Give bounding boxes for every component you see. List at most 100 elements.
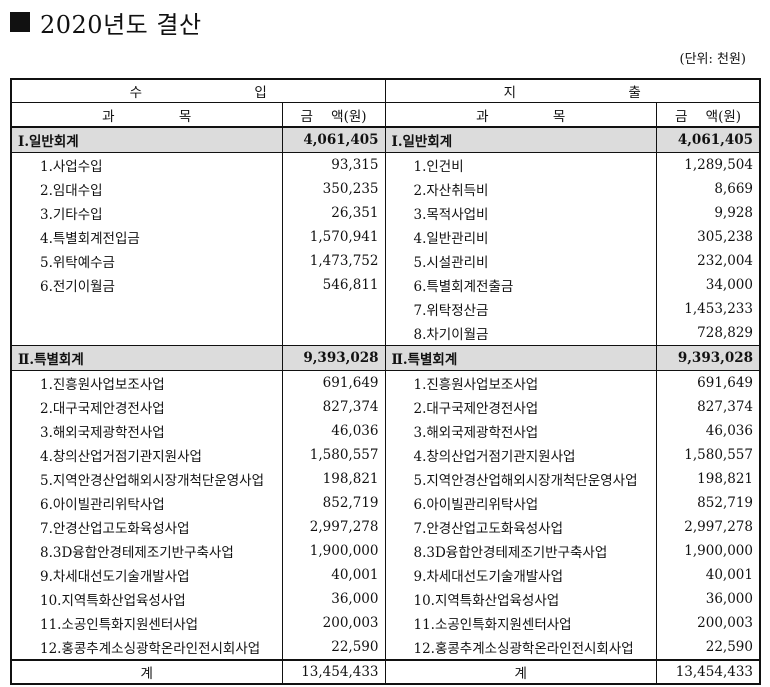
expense-item-name: 8.차기이월금	[386, 321, 657, 345]
expense-item-amount: 232,004	[697, 253, 753, 269]
income-item-name: 6.아이빌관리위탁사업	[12, 491, 283, 515]
income-subject-header: 과 목	[12, 103, 283, 126]
table-row: 2.대구국제안경전사업 827,374 2.대구국제안경전사업 827,374	[12, 395, 759, 419]
table-row: 3.해외국제광학전사업 46,036 3.해외국제광학전사업 46,036	[12, 419, 759, 443]
income-item-name: 6.전기이월금	[12, 273, 283, 297]
page-title-text: 2020년도 결산	[40, 10, 202, 39]
income-item-name: 3.기타수입	[12, 201, 283, 225]
expense-item-amount: 691,649	[697, 375, 753, 391]
expense-item-name: 9.차세대선도기술개발사업	[386, 563, 657, 587]
expense-item-name: 5.시설관리비	[386, 249, 657, 273]
table-row: 1.사업수입 93,315 1.인건비 1,289,504	[12, 153, 759, 177]
table-header-row: 수 입 지 출	[12, 80, 759, 103]
table-row: 4.창의산업거점기관지원사업 1,580,557 4.창의산업거점기관지원사업 1,5…	[12, 443, 759, 467]
unit-label: (단위: 천원)	[679, 52, 747, 67]
income-item-amount: 1,900,000	[309, 543, 379, 559]
expense-item-name: 5.지역안경산업해외시장개척단운영사업	[386, 467, 657, 491]
income-amount-header: 금 액(원)	[300, 108, 367, 125]
table-row: 2.임대수입 350,235 2.자산취득비 8,669	[12, 177, 759, 201]
expense-section-label: Ⅰ.일반회계	[386, 128, 657, 152]
income-item-amount: 36,000	[331, 591, 379, 607]
income-item-amount: 546,811	[322, 277, 379, 293]
table-row: 6.전기이월금 546,811 6.특별회계전출금 34,000	[12, 273, 759, 297]
income-item-amount: 40,001	[331, 567, 379, 583]
income-item-name: 1.진흥원사업보조사업	[12, 371, 283, 395]
table-row: 5.위탁예수금 1,473,752 5.시설관리비 232,004	[12, 249, 759, 273]
table-row: 4.특별회계전입금 1,570,941 4.일반관리비 305,238	[12, 225, 759, 249]
expense-section-label: Ⅱ.특별회계	[386, 346, 657, 370]
expense-item-name: 3.해외국제광학전사업	[386, 419, 657, 443]
expense-grand-total: 13,454,433	[675, 664, 753, 680]
expense-item-name: 10.지역특화산업육성사업	[386, 587, 657, 611]
income-item-amount: 691,649	[322, 375, 379, 391]
expense-item-amount: 198,821	[697, 471, 753, 487]
income-item-amount: 852,719	[322, 495, 379, 511]
expense-item-name: 6.아이빌관리위탁사업	[386, 491, 657, 515]
expense-item-amount: 8,669	[714, 181, 753, 197]
expense-item-name: 4.일반관리비	[386, 225, 657, 249]
table-row: 7.위탁정산금 1,453,233	[12, 297, 759, 321]
income-header: 수 입	[12, 80, 386, 102]
income-item-name: 4.창의산업거점기관지원사업	[12, 443, 283, 467]
income-item-name: 11.소공인특화지원센터사업	[12, 611, 283, 635]
expense-total-label: 계	[386, 661, 657, 683]
income-item-name: 5.지역안경산업해외시장개척단운영사업	[12, 467, 283, 491]
expense-section-total: 4,061,405	[677, 132, 753, 148]
income-section-label: Ⅱ.특별회계	[12, 346, 283, 370]
expense-item-name: 7.안경산업고도화육성사업	[386, 515, 657, 539]
income-grand-total: 13,454,433	[301, 664, 379, 680]
income-item-name: 1.사업수입	[12, 153, 283, 177]
expense-item-name: 6.특별회계전출금	[386, 273, 657, 297]
income-item-amount: 1,473,752	[309, 253, 379, 269]
table-row: 5.지역안경산업해외시장개척단운영사업 198,821 5.지역안경산업해외시장개척…	[12, 467, 759, 491]
table-row: 6.아이빌관리위탁사업 852,719 6.아이빌관리위탁사업 852,719	[12, 491, 759, 515]
income-item-amount: 198,821	[322, 471, 379, 487]
table-row: 7.안경산업고도화육성사업 2,997,278 7.안경산업고도화육성사업 2,997…	[12, 515, 759, 539]
expense-item-amount: 22,590	[705, 639, 753, 655]
table-row: 8.차기이월금 728,829	[12, 321, 759, 345]
table-subheader-row: 과 목 금 액(원) 과 목 금 액(원)	[12, 103, 759, 128]
table-row: 10.지역특화산업육성사업 36,000 10.지역특화산업육성사업 36,000	[12, 587, 759, 611]
expense-item-amount: 34,000	[705, 277, 753, 293]
income-item-name: 8.3D융합안경테제조기반구축사업	[12, 539, 283, 563]
table-row: 12.홍콩추계소싱광학온라인전시회사업 22,590 12.홍콩추계소싱광학온라인전…	[12, 635, 759, 659]
expense-item-name: 2.대구국제안경전사업	[386, 395, 657, 419]
income-item-name: 3.해외국제광학전사업	[12, 419, 283, 443]
income-section-total: 9,393,028	[303, 350, 379, 366]
expense-item-name: 1.진흥원사업보조사업	[386, 371, 657, 395]
expense-header: 지 출	[503, 85, 695, 101]
income-item-amount: 22,590	[331, 639, 379, 655]
settlement-table: 수 입 지 출 과 목 금 액(원) 과 목 금 액(원) Ⅰ.일반회계 4,06…	[10, 78, 761, 685]
table-row: 8.3D융합안경테제조기반구축사업 1,900,000 8.3D융합안경테제조기반구…	[12, 539, 759, 563]
expense-item-amount: 200,003	[697, 615, 753, 631]
income-item-amount: 46,036	[331, 423, 379, 439]
expense-item-name: 4.창의산업거점기관지원사업	[386, 443, 657, 467]
section-header-row: Ⅰ.일반회계 4,061,405 Ⅰ.일반회계 4,061,405	[12, 128, 759, 153]
income-item-amount: 1,570,941	[309, 229, 379, 245]
income-section-label: Ⅰ.일반회계	[12, 128, 283, 152]
expense-subject-header: 과 목	[386, 103, 657, 126]
expense-amount-header: 금 액(원)	[674, 108, 742, 125]
expense-item-amount: 827,374	[697, 399, 753, 415]
income-item-name: 4.특별회계전입금	[12, 225, 283, 249]
income-item-amount	[283, 297, 385, 321]
table-row: 9.차세대선도기술개발사업 40,001 9.차세대선도기술개발사업 40,001	[12, 563, 759, 587]
income-item-name	[12, 297, 283, 321]
income-section-total: 4,061,405	[303, 132, 379, 148]
expense-item-amount: 1,580,557	[684, 447, 753, 463]
table-row: 11.소공인특화지원센터사업 200,003 11.소공인특화지원센터사업 200,0…	[12, 611, 759, 635]
income-item-amount: 200,003	[322, 615, 379, 631]
income-total-label: 계	[12, 661, 283, 683]
income-item-name: 10.지역특화산업육성사업	[12, 587, 283, 611]
expense-item-amount: 1,289,504	[684, 157, 753, 173]
expense-item-name: 3.목적사업비	[386, 201, 657, 225]
income-item-amount: 827,374	[322, 399, 379, 415]
expense-item-amount: 9,928	[714, 205, 753, 221]
expense-item-amount: 728,829	[697, 325, 753, 341]
expense-item-amount: 2,997,278	[684, 519, 753, 535]
expense-item-name: 12.홍콩추계소싱광학온라인전시회사업	[386, 635, 657, 659]
expense-item-amount: 1,453,233	[684, 301, 753, 317]
income-item-name	[12, 321, 283, 345]
income-item-amount	[283, 321, 385, 345]
income-item-amount: 350,235	[322, 181, 379, 197]
